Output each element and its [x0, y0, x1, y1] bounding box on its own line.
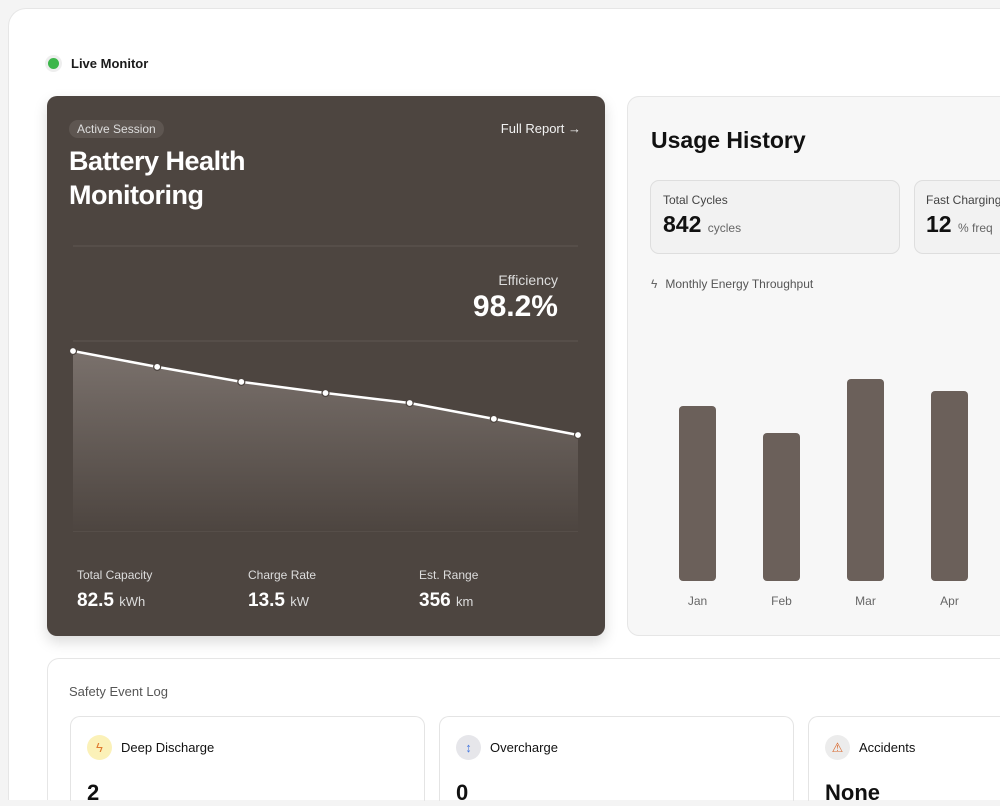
bar-label: Mar	[855, 594, 876, 608]
event-value: 0	[456, 780, 469, 805]
event-accidents[interactable]: ⚠ Accidents None	[808, 716, 1000, 805]
card-label: Total Cycles	[663, 193, 728, 207]
battery-line-chart	[68, 245, 583, 532]
line-point	[237, 377, 246, 386]
arrows-vertical-icon: ↕	[456, 735, 481, 760]
stat-label: Charge Rate	[248, 568, 317, 582]
stat-est-range: Est. Range 356 km	[419, 568, 590, 612]
line-point	[405, 398, 414, 408]
line-point	[153, 362, 162, 371]
event-overcharge[interactable]: ↕ Overcharge 0	[439, 716, 794, 805]
lightning-icon: ϟ	[87, 735, 112, 760]
bar-label: Feb	[771, 594, 792, 608]
line-point	[321, 388, 330, 398]
card-unit: cycles	[707, 221, 742, 235]
usage-title: Usage History	[651, 127, 806, 153]
card-label: Fast Charging	[926, 193, 1000, 207]
live-monitor-status: Live Monitor	[48, 56, 148, 71]
total-cycles-card: Total Cycles 842 cycles	[650, 180, 900, 254]
stat-label: Est. Range	[419, 568, 479, 582]
throughput-header: ϟ Monthly Energy Throughput	[651, 277, 813, 291]
card-value: 842	[663, 211, 702, 237]
bar-label: Jan	[688, 594, 707, 608]
event-label: Overcharge	[490, 740, 558, 755]
card-title: Battery Health Monitoring	[69, 144, 246, 212]
bar-apr	[931, 391, 968, 581]
event-label: Deep Discharge	[121, 740, 215, 755]
card-unit: % freq	[957, 221, 993, 235]
event-value: 2	[87, 780, 100, 805]
title-line-1: Battery Health	[69, 146, 246, 176]
usage-history-card: Usage History Total Cycles 842 cycles Fas…	[627, 96, 1000, 636]
stat-unit: km	[455, 594, 474, 609]
stat-value: 82.5	[77, 590, 114, 611]
stat-charge-rate: Charge Rate 13.5 kW	[248, 568, 419, 612]
efficiency-label: Efficiency	[498, 272, 558, 288]
stat-value: 356	[419, 590, 451, 611]
live-status-dot-icon	[48, 58, 59, 69]
active-session-badge: Active Session	[69, 120, 164, 138]
safety-title: Safety Event Log	[69, 684, 169, 699]
card-value: 12	[926, 211, 952, 237]
stat-total-capacity: Total Capacity 82.5 kWh	[77, 568, 248, 612]
full-report-link[interactable]: Full Report →	[500, 121, 581, 136]
line-point	[68, 346, 78, 356]
bar-jan	[679, 406, 716, 581]
event-value: None	[825, 780, 880, 805]
battery-health-card: Active Session Full Report → Battery Hea…	[47, 96, 605, 636]
title-line-2: Monitoring	[69, 180, 204, 210]
live-monitor-label: Live Monitor	[71, 56, 149, 71]
stat-label: Total Capacity	[77, 568, 153, 582]
line-point	[489, 414, 498, 423]
line-area	[73, 351, 578, 531]
event-deep-discharge[interactable]: ϟ Deep Discharge 2	[70, 716, 425, 805]
stat-unit: kW	[290, 594, 310, 609]
safety-event-log: Safety Event Log ϟ Deep Discharge 2 ↕ Overc…	[47, 658, 1000, 805]
bar-label: Apr	[940, 594, 959, 608]
event-label: Accidents	[859, 740, 916, 755]
line-point	[573, 430, 583, 440]
stat-unit: kWh	[119, 594, 146, 609]
fast-charging-card: Fast Charging 12 % freq	[914, 180, 1000, 254]
bar-feb	[763, 433, 800, 581]
bar-mar	[847, 379, 884, 581]
throughput-label: Monthly Energy Throughput	[665, 277, 814, 291]
efficiency-value: 98.2%	[472, 290, 558, 323]
throughput-bar-chart: Jan Feb Mar Apr	[679, 379, 968, 608]
lightning-icon: ϟ	[651, 277, 658, 291]
warning-icon: ⚠	[825, 735, 850, 760]
stat-value: 13.5	[248, 590, 285, 611]
